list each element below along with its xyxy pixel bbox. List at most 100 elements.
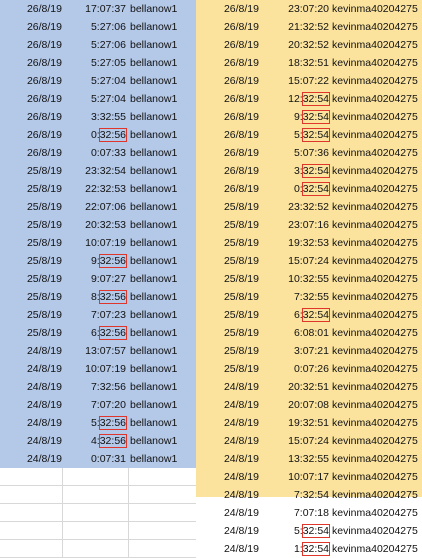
time-cell[interactable]: 0:07:31 <box>62 450 126 468</box>
time-cell[interactable]: 23:07:20 <box>259 0 329 18</box>
username-cell[interactable]: bellanow1 <box>130 57 178 69</box>
date-cell[interactable]: 25/8/19 <box>223 201 259 213</box>
date-cell[interactable]: 26/8/19 <box>26 57 62 69</box>
time-cell[interactable]: 5:32:56 <box>62 414 128 432</box>
empty-grid-row[interactable] <box>0 486 196 504</box>
time-cell[interactable]: 5:27:04 <box>62 72 126 90</box>
username-cell[interactable]: bellanow1 <box>130 111 178 123</box>
username-cell[interactable]: bellanow1 <box>130 237 178 249</box>
username-cell[interactable]: kevinma40204275 <box>332 237 418 249</box>
time-cell[interactable]: 15:07:24 <box>259 252 329 270</box>
date-cell[interactable]: 25/8/19 <box>26 165 62 177</box>
date-cell[interactable]: 24/8/19 <box>223 543 259 555</box>
date-cell[interactable]: 24/8/19 <box>223 381 259 393</box>
date-cell[interactable]: 25/8/19 <box>26 309 62 321</box>
date-cell[interactable]: 25/8/19 <box>223 363 259 375</box>
username-cell[interactable]: kevinma40204275 <box>332 471 418 483</box>
date-cell[interactable]: 25/8/19 <box>223 291 259 303</box>
username-cell[interactable]: bellanow1 <box>130 399 178 411</box>
empty-grid-row[interactable] <box>0 540 196 558</box>
username-cell[interactable]: kevinma40204275 <box>332 255 418 267</box>
username-cell[interactable]: kevinma40204275 <box>332 417 418 429</box>
time-cell[interactable]: 6:08:01 <box>259 324 329 342</box>
date-cell[interactable]: 25/8/19 <box>223 255 259 267</box>
username-cell[interactable]: bellanow1 <box>130 345 178 357</box>
username-cell[interactable]: bellanow1 <box>130 327 178 339</box>
time-cell[interactable]: 5:27:05 <box>62 54 126 72</box>
username-cell[interactable]: kevinma40204275 <box>332 219 418 231</box>
time-cell[interactable]: 5:27:06 <box>62 18 126 36</box>
time-cell[interactable]: 0:07:33 <box>62 144 126 162</box>
username-cell[interactable]: kevinma40204275 <box>332 75 418 87</box>
time-cell[interactable]: 10:07:19 <box>62 234 126 252</box>
username-cell[interactable]: bellanow1 <box>130 75 178 87</box>
date-cell[interactable]: 26/8/19 <box>223 147 259 159</box>
date-cell[interactable]: 26/8/19 <box>26 21 62 33</box>
username-cell[interactable]: bellanow1 <box>130 381 178 393</box>
time-cell[interactable]: 5:27:04 <box>62 90 126 108</box>
date-cell[interactable]: 26/8/19 <box>223 57 259 69</box>
username-cell[interactable]: bellanow1 <box>130 435 178 447</box>
username-cell[interactable]: bellanow1 <box>130 291 178 303</box>
time-cell[interactable]: 19:32:53 <box>259 234 329 252</box>
date-cell[interactable]: 26/8/19 <box>223 165 259 177</box>
time-cell[interactable]: 13:07:57 <box>62 342 126 360</box>
date-cell[interactable]: 26/8/19 <box>223 3 259 15</box>
username-cell[interactable]: kevinma40204275 <box>332 327 418 339</box>
date-cell[interactable]: 24/8/19 <box>223 399 259 411</box>
time-cell[interactable]: 10:07:17 <box>259 468 329 486</box>
time-cell[interactable]: 9:32:56 <box>62 252 128 270</box>
date-cell[interactable]: 26/8/19 <box>26 3 62 15</box>
username-cell[interactable]: kevinma40204275 <box>332 93 418 105</box>
date-cell[interactable]: 25/8/19 <box>26 219 62 231</box>
time-cell[interactable]: 0:32:54 <box>259 180 331 198</box>
username-cell[interactable]: kevinma40204275 <box>332 309 418 321</box>
time-cell[interactable]: 20:32:51 <box>259 378 329 396</box>
time-cell[interactable]: 7:07:20 <box>62 396 126 414</box>
username-cell[interactable]: kevinma40204275 <box>332 345 418 357</box>
date-cell[interactable]: 24/8/19 <box>26 399 62 411</box>
username-cell[interactable]: kevinma40204275 <box>332 399 418 411</box>
date-cell[interactable]: 25/8/19 <box>223 273 259 285</box>
time-cell[interactable]: 7:07:23 <box>62 306 126 324</box>
time-cell[interactable]: 20:07:08 <box>259 396 329 414</box>
time-cell[interactable]: 7:32:54 <box>259 486 329 504</box>
time-cell[interactable]: 23:32:54 <box>62 162 126 180</box>
time-cell[interactable]: 13:32:55 <box>259 450 329 468</box>
time-cell[interactable]: 3:32:54 <box>259 162 331 180</box>
time-cell[interactable]: 17:07:37 <box>62 0 126 18</box>
date-cell[interactable]: 24/8/19 <box>223 471 259 483</box>
time-cell[interactable]: 7:07:18 <box>259 504 329 522</box>
date-cell[interactable]: 26/8/19 <box>223 39 259 51</box>
date-cell[interactable]: 26/8/19 <box>223 21 259 33</box>
username-cell[interactable]: bellanow1 <box>130 147 178 159</box>
username-cell[interactable]: bellanow1 <box>130 3 178 15</box>
date-cell[interactable]: 25/8/19 <box>26 273 62 285</box>
username-cell[interactable]: bellanow1 <box>130 417 178 429</box>
username-cell[interactable]: kevinma40204275 <box>332 453 418 465</box>
date-cell[interactable]: 24/8/19 <box>223 417 259 429</box>
date-cell[interactable]: 25/8/19 <box>26 327 62 339</box>
username-cell[interactable]: kevinma40204275 <box>332 363 418 375</box>
time-cell[interactable]: 15:07:24 <box>259 432 329 450</box>
time-cell[interactable]: 20:32:52 <box>259 36 329 54</box>
date-cell[interactable]: 25/8/19 <box>223 237 259 249</box>
time-cell[interactable]: 8:32:56 <box>62 288 128 306</box>
time-cell[interactable]: 6:32:54 <box>259 306 331 324</box>
time-cell[interactable]: 23:07:16 <box>259 216 329 234</box>
date-cell[interactable]: 25/8/19 <box>26 291 62 303</box>
time-cell[interactable]: 21:32:52 <box>259 18 329 36</box>
username-cell[interactable]: kevinma40204275 <box>332 201 418 213</box>
username-cell[interactable]: kevinma40204275 <box>332 165 418 177</box>
time-cell[interactable]: 23:32:52 <box>259 198 329 216</box>
date-cell[interactable]: 26/8/19 <box>26 111 62 123</box>
time-cell[interactable]: 6:32:56 <box>62 324 128 342</box>
date-cell[interactable]: 25/8/19 <box>26 237 62 249</box>
time-cell[interactable]: 22:07:06 <box>62 198 126 216</box>
date-cell[interactable]: 26/8/19 <box>223 111 259 123</box>
username-cell[interactable]: kevinma40204275 <box>332 111 418 123</box>
date-cell[interactable]: 26/8/19 <box>26 39 62 51</box>
date-cell[interactable]: 26/8/19 <box>26 147 62 159</box>
date-cell[interactable]: 25/8/19 <box>223 327 259 339</box>
date-cell[interactable]: 25/8/19 <box>223 219 259 231</box>
